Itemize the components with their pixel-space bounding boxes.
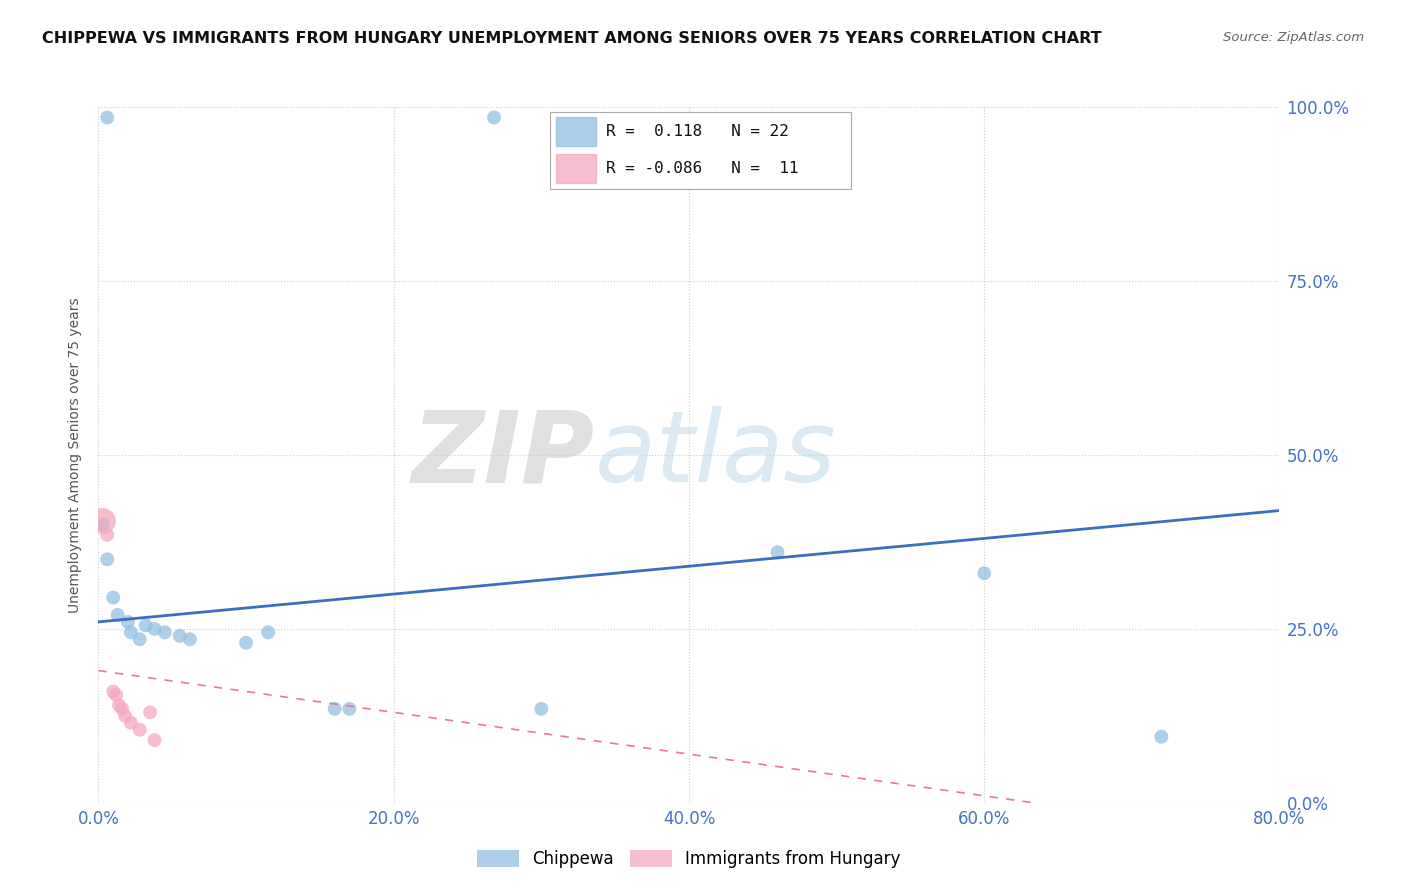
Point: [766, 545, 789, 559]
Point: [1150, 730, 1173, 744]
Point: [135, 618, 157, 632]
Point: [120, 715, 142, 730]
Text: atlas: atlas: [595, 407, 837, 503]
Point: [105, 688, 128, 702]
Point: [143, 622, 166, 636]
Point: [323, 702, 346, 716]
Point: [117, 615, 139, 629]
Point: [91, 514, 114, 528]
Point: [179, 632, 201, 647]
Point: [128, 632, 150, 647]
Text: ZIP: ZIP: [412, 407, 595, 503]
Point: [120, 625, 142, 640]
Point: [973, 566, 995, 581]
Point: [103, 684, 125, 698]
Point: [96, 111, 118, 125]
Point: [108, 698, 131, 713]
Point: [257, 625, 280, 640]
Point: [530, 702, 553, 716]
Legend: Chippewa, Immigrants from Hungary: Chippewa, Immigrants from Hungary: [471, 843, 907, 874]
Text: Source: ZipAtlas.com: Source: ZipAtlas.com: [1223, 31, 1364, 45]
Point: [235, 636, 257, 650]
Point: [143, 733, 166, 747]
Text: CHIPPEWA VS IMMIGRANTS FROM HUNGARY UNEMPLOYMENT AMONG SENIORS OVER 75 YEARS COR: CHIPPEWA VS IMMIGRANTS FROM HUNGARY UNEM…: [42, 31, 1102, 46]
Point: [111, 702, 134, 716]
Y-axis label: Unemployment Among Seniors over 75 years: Unemployment Among Seniors over 75 years: [69, 297, 83, 613]
Point: [482, 111, 505, 125]
Point: [139, 706, 162, 720]
Point: [169, 629, 191, 643]
Point: [96, 528, 118, 542]
Point: [96, 552, 118, 566]
Point: [107, 607, 129, 622]
Point: [91, 517, 114, 532]
Point: [153, 625, 176, 640]
Point: [128, 723, 150, 737]
Point: [339, 702, 360, 716]
Point: [114, 708, 136, 723]
Point: [103, 591, 125, 605]
